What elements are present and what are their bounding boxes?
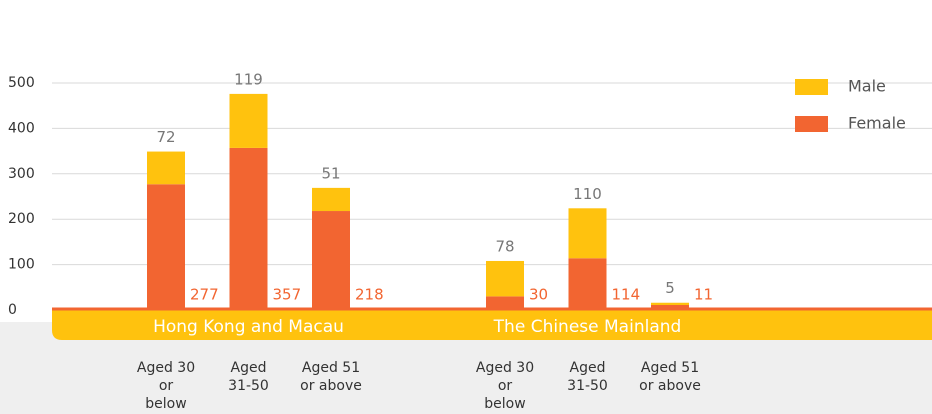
x-tick-label: Aged <box>570 360 606 376</box>
value-label: 78 <box>495 237 514 255</box>
legend-label: Male <box>848 77 886 96</box>
legend-swatch <box>795 79 828 95</box>
value-label: 5 <box>665 279 675 297</box>
x-tick-label: 31-50 <box>567 378 608 394</box>
x-tick-label: or above <box>300 378 362 394</box>
value-label: 11 <box>694 286 713 304</box>
value-label: 277 <box>190 286 219 304</box>
y-tick-label: 0 <box>8 302 17 318</box>
y-tick-label: 300 <box>8 166 35 182</box>
x-tick-label: or <box>498 378 513 394</box>
group-band <box>52 310 932 340</box>
x-tick-label: or above <box>639 378 701 394</box>
legend-swatch <box>795 116 828 132</box>
value-label: 30 <box>529 286 548 304</box>
bar-segment <box>312 187 350 212</box>
bar-segment <box>568 208 607 259</box>
bar-segment <box>229 93 268 148</box>
group-label: The Chinese Mainland <box>493 317 682 337</box>
y-tick-label: 100 <box>8 257 35 273</box>
x-tick-label: Aged 30 <box>137 360 195 376</box>
x-tick-label: 31-50 <box>228 378 269 394</box>
value-label: 218 <box>355 286 384 304</box>
x-tick-label: or <box>159 378 174 394</box>
bar-segment <box>147 151 185 185</box>
group-label: Hong Kong and Macau <box>153 317 344 337</box>
value-label: 119 <box>234 70 263 88</box>
bar-segment <box>651 302 689 306</box>
value-label: 72 <box>156 128 175 146</box>
legend-background <box>776 25 932 185</box>
x-tick-label: Aged 51 <box>641 360 699 376</box>
x-tick-label: Aged 51 <box>302 360 360 376</box>
x-tick-label: Aged <box>231 360 267 376</box>
value-label: 51 <box>321 164 340 182</box>
bar-segment <box>568 258 607 310</box>
y-tick-label: 400 <box>8 120 35 136</box>
y-tick-label: 500 <box>8 75 35 91</box>
value-label: 114 <box>612 286 641 304</box>
bar-segment <box>312 211 350 310</box>
bar-segment <box>486 260 524 297</box>
bar-segment <box>229 147 268 310</box>
x-tick-label: below <box>145 396 186 412</box>
bar-segment <box>651 305 689 310</box>
bar-segment <box>147 184 185 310</box>
y-tick-label: 200 <box>8 211 35 227</box>
x-tick-label: Aged 30 <box>476 360 534 376</box>
value-label: 110 <box>573 185 602 203</box>
bar-segment <box>486 296 524 310</box>
x-tick-label: below <box>484 396 525 412</box>
value-label: 357 <box>273 286 302 304</box>
legend-label: Female <box>848 114 906 133</box>
